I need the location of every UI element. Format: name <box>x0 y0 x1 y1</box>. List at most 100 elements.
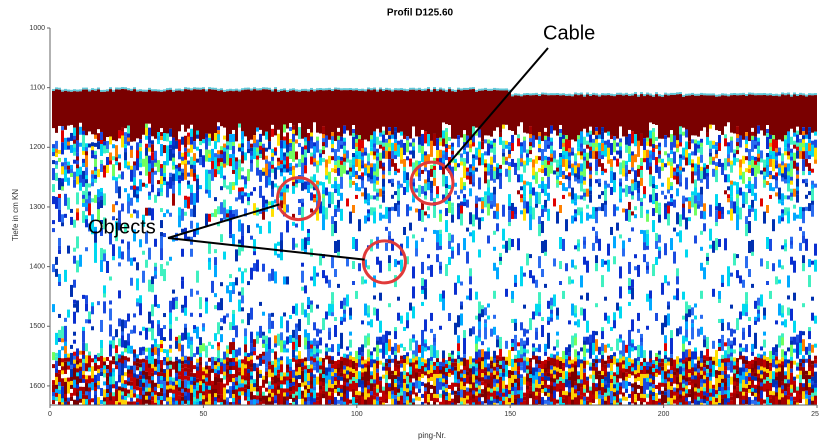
texture-cell <box>613 156 616 161</box>
texture-cell <box>445 188 448 201</box>
texture-cell <box>82 202 85 207</box>
texture-cell <box>205 89 208 92</box>
texture-cell <box>466 371 469 376</box>
texture-cell <box>61 166 64 175</box>
texture-cell <box>649 362 652 367</box>
texture-cell <box>88 195 91 208</box>
texture-cell <box>226 285 229 294</box>
texture-cell <box>439 361 442 366</box>
texture-cell <box>517 93 520 96</box>
texture-cell <box>217 162 220 167</box>
texture-cell <box>679 402 682 405</box>
texture-cell <box>253 251 256 256</box>
texture-cell <box>649 298 652 311</box>
texture-cell <box>355 138 358 143</box>
texture-cell <box>232 365 235 370</box>
texture-cell <box>565 399 568 405</box>
texture-cell <box>556 95 559 136</box>
texture-cell <box>115 221 118 230</box>
texture-cell <box>436 362 439 367</box>
texture-cell <box>298 143 301 148</box>
texture-cell <box>85 219 88 228</box>
texture-cell <box>373 307 376 316</box>
texture-cell <box>73 303 76 308</box>
texture-cell <box>355 402 358 405</box>
texture-cell <box>124 388 127 397</box>
texture-cell <box>145 147 148 160</box>
texture-cell <box>280 340 283 353</box>
texture-cell <box>376 176 379 181</box>
texture-cell <box>547 192 550 201</box>
texture-cell <box>388 211 391 224</box>
texture-cell <box>139 375 142 380</box>
texture-cell <box>247 357 250 362</box>
texture-cell <box>511 318 514 323</box>
texture-cell <box>199 149 202 158</box>
texture-cell <box>202 395 205 400</box>
texture-cell <box>538 224 541 237</box>
texture-cell <box>511 298 514 303</box>
texture-cell <box>181 89 184 92</box>
texture-cell <box>607 399 610 405</box>
texture-cell <box>469 288 472 301</box>
texture-cell <box>67 89 70 92</box>
texture-cell <box>208 241 211 254</box>
texture-cell <box>658 366 661 371</box>
texture-cell <box>598 394 601 399</box>
texture-cell <box>58 369 61 374</box>
texture-cell <box>403 362 406 375</box>
texture-cell <box>400 147 403 160</box>
texture-cell <box>307 304 310 309</box>
texture-cell <box>520 274 523 287</box>
texture-cell <box>586 320 589 333</box>
texture-cell <box>523 180 526 185</box>
texture-cell <box>547 396 550 401</box>
texture-cell <box>631 167 634 172</box>
texture-cell <box>244 268 247 273</box>
texture-cell <box>343 165 346 174</box>
texture-cell <box>196 174 199 179</box>
texture-cell <box>403 382 406 387</box>
texture-cell <box>64 165 67 170</box>
texture-cell <box>553 398 556 405</box>
texture-cell <box>529 362 532 367</box>
texture-cell <box>151 276 154 285</box>
texture-cell <box>382 170 385 175</box>
texture-cell <box>424 131 427 144</box>
texture-cell <box>367 305 370 318</box>
texture-cell <box>631 131 634 144</box>
texture-cell <box>484 89 487 136</box>
texture-cell <box>583 368 586 373</box>
texture-cell <box>139 399 142 405</box>
texture-cell <box>238 367 241 372</box>
texture-cell <box>277 333 280 346</box>
texture-cell <box>361 320 364 325</box>
texture-cell <box>232 289 235 294</box>
texture-cell <box>91 88 94 91</box>
texture-cell <box>367 89 370 142</box>
texture-cell <box>592 390 595 395</box>
texture-cell <box>328 363 331 368</box>
texture-cell <box>328 203 331 208</box>
texture-cell <box>562 194 565 199</box>
texture-cell <box>184 307 187 316</box>
texture-cell <box>439 165 442 170</box>
texture-cell <box>181 304 184 309</box>
texture-cell <box>589 94 592 97</box>
texture-cell <box>526 157 529 166</box>
texture-cell <box>247 87 250 90</box>
texture-cell <box>679 94 682 127</box>
texture-cell <box>466 251 469 264</box>
texture-cell <box>676 168 679 173</box>
texture-cell <box>184 363 187 368</box>
texture-cell <box>418 356 421 369</box>
texture-cell <box>220 282 223 287</box>
texture-cell <box>412 398 415 403</box>
texture-cell <box>226 397 229 405</box>
texture-cell <box>544 387 547 392</box>
texture-cell <box>676 176 679 185</box>
texture-cell <box>151 140 154 145</box>
texture-cell <box>64 269 67 282</box>
texture-cell <box>487 399 490 405</box>
texture-cell <box>661 96 664 139</box>
